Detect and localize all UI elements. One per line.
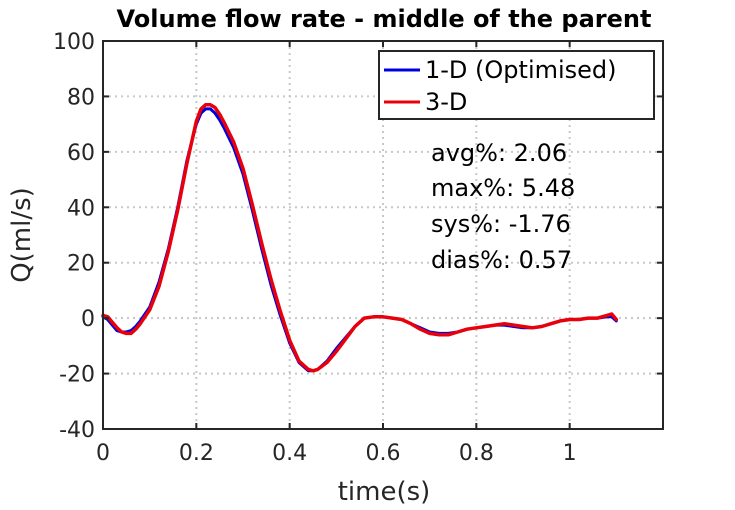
y-tick-label: 60 — [67, 141, 95, 166]
y-axis-label: Q(ml/s) — [7, 187, 37, 283]
x-tick-label: 0 — [96, 441, 110, 466]
chart-title: Volume flow rate - middle of the parent — [117, 5, 652, 33]
x-tick-label: 0.8 — [459, 441, 494, 466]
series-lines — [101, 102, 619, 373]
legend-box — [378, 50, 655, 120]
error-annotations: avg%: 2.06 max%: 5.48 sys%: -1.76 dias%:… — [431, 139, 575, 274]
x-tick-label: 0.2 — [179, 441, 214, 466]
y-tick-label: -40 — [59, 418, 95, 443]
series-line-3d — [101, 102, 619, 373]
y-tick-label: 100 — [53, 30, 95, 55]
y-tick-label: 80 — [67, 85, 95, 110]
annotation-sys: sys%: -1.76 — [431, 210, 571, 238]
legend-label-3d: 3-D — [425, 88, 467, 116]
y-tick-label: 20 — [67, 252, 95, 277]
x-tick-label: 0.6 — [366, 441, 401, 466]
annotation-max: max%: 5.48 — [431, 174, 575, 202]
x-tick-label: 1 — [563, 441, 577, 466]
y-tick-label: -20 — [59, 363, 95, 388]
y-tick-label: 40 — [67, 196, 95, 221]
axis-ticks — [102, 40, 663, 430]
x-axis-label: time(s) — [338, 477, 431, 507]
y-tick-label: 0 — [81, 307, 95, 332]
tick-labels: 0 0.2 0.4 0.6 0.8 1 -40 -20 0 20 40 60 80 100 — [53, 30, 577, 466]
legend-label-1d: 1-D (Optimised) — [425, 56, 617, 84]
annotation-dias: dias%: 0.57 — [431, 246, 572, 274]
annotation-avg: avg%: 2.06 — [431, 139, 567, 167]
legend: 1-D (Optimised) 3-D — [378, 50, 655, 120]
x-tick-label: 0.4 — [272, 441, 307, 466]
